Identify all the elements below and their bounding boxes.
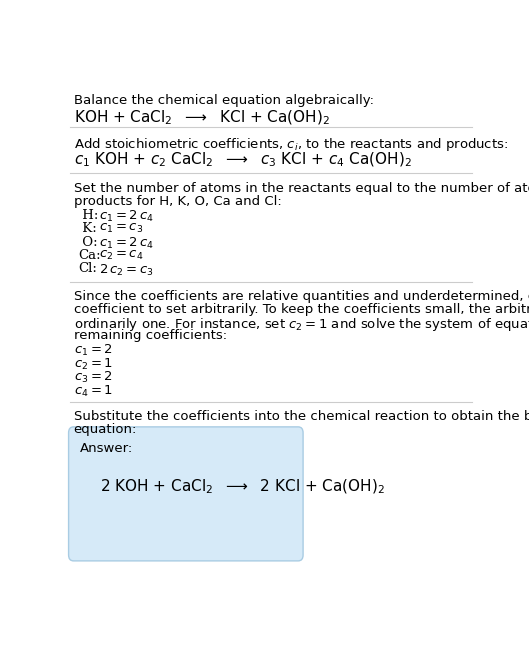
Text: K:: K: bbox=[78, 222, 97, 235]
Text: $c_2 = c_4$: $c_2 = c_4$ bbox=[99, 249, 143, 262]
Text: Balance the chemical equation algebraically:: Balance the chemical equation algebraica… bbox=[74, 94, 373, 107]
Text: 2 KOH + CaCl$_2$  $\longrightarrow$  2 KCl + Ca(OH)$_2$: 2 KOH + CaCl$_2$ $\longrightarrow$ 2 KCl… bbox=[100, 477, 385, 496]
Text: $2\,c_2 = c_3$: $2\,c_2 = c_3$ bbox=[99, 263, 154, 278]
Text: $c_1 = 2\,c_4$: $c_1 = 2\,c_4$ bbox=[99, 236, 154, 250]
Text: Cl:: Cl: bbox=[78, 263, 97, 276]
Text: products for H, K, O, Ca and Cl:: products for H, K, O, Ca and Cl: bbox=[74, 195, 281, 208]
Text: Add stoichiometric coefficients, $c_i$, to the reactants and products:: Add stoichiometric coefficients, $c_i$, … bbox=[74, 137, 508, 153]
Text: Ca:: Ca: bbox=[78, 249, 101, 262]
Text: $c_1 = c_3$: $c_1 = c_3$ bbox=[99, 222, 143, 236]
Text: $c_3 = 2$: $c_3 = 2$ bbox=[74, 370, 113, 385]
Text: ordinarily one. For instance, set $c_2 = 1$ and solve the system of equations fo: ordinarily one. For instance, set $c_2 =… bbox=[74, 316, 529, 333]
Text: Substitute the coefficients into the chemical reaction to obtain the balanced: Substitute the coefficients into the che… bbox=[74, 410, 529, 423]
Text: Since the coefficients are relative quantities and underdetermined, choose a: Since the coefficients are relative quan… bbox=[74, 291, 529, 303]
Text: $c_4 = 1$: $c_4 = 1$ bbox=[74, 384, 113, 399]
Text: Answer:: Answer: bbox=[80, 442, 133, 455]
FancyBboxPatch shape bbox=[69, 427, 303, 561]
Text: O:: O: bbox=[78, 236, 98, 248]
Text: coefficient to set arbitrarily. To keep the coefficients small, the arbitrary va: coefficient to set arbitrarily. To keep … bbox=[74, 303, 529, 316]
Text: KOH + CaCl$_2$  $\longrightarrow$  KCl + Ca(OH)$_2$: KOH + CaCl$_2$ $\longrightarrow$ KCl + C… bbox=[74, 109, 330, 127]
Text: $c_2 = 1$: $c_2 = 1$ bbox=[74, 356, 113, 372]
Text: remaining coefficients:: remaining coefficients: bbox=[74, 329, 226, 342]
Text: $c_1$ KOH + $c_2$ CaCl$_2$  $\longrightarrow$  $c_3$ KCl + $c_4$ Ca(OH)$_2$: $c_1$ KOH + $c_2$ CaCl$_2$ $\longrightar… bbox=[74, 151, 412, 170]
Text: H:: H: bbox=[78, 209, 99, 222]
Text: $c_1 = 2$: $c_1 = 2$ bbox=[74, 343, 113, 358]
Text: $c_1 = 2\,c_4$: $c_1 = 2\,c_4$ bbox=[99, 209, 154, 224]
Text: Set the number of atoms in the reactants equal to the number of atoms in the: Set the number of atoms in the reactants… bbox=[74, 182, 529, 195]
Text: equation:: equation: bbox=[74, 423, 137, 436]
